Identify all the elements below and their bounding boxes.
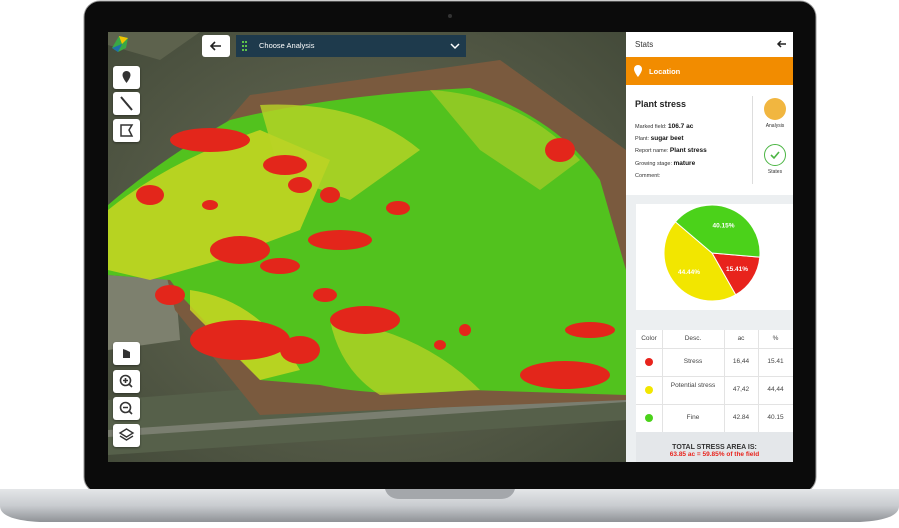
analysis-dropdown[interactable]: Choose Analysis [236,35,466,57]
detail-label: Growing stage: [635,160,672,167]
color-dot [645,386,653,394]
table-header: Color [641,335,657,342]
detail-label: Plant: [635,136,650,143]
table-header: ac [737,335,745,342]
report-title: Plant stress [635,99,687,109]
col-divider [662,330,663,432]
table-cell: 16,44 [732,358,750,365]
row-divider [636,376,793,377]
detail-row: Marked field: 106.7 ac [635,123,693,130]
pie-svg: 15.41% 44.44% 40.15% [663,204,761,302]
map [108,32,626,462]
hand-tool[interactable] [113,342,140,365]
color-dot [645,358,653,366]
detail-row: Growing stage: mature [635,160,695,167]
panel-header: Stats [626,32,793,57]
detail-label: Report name: [635,148,669,155]
zoom-out[interactable] [113,397,140,420]
base-notch [385,489,515,499]
line-tool[interactable] [113,92,140,115]
table-cell: 42.84 [732,414,750,421]
stats-table: Color Desc. ac% Stress 16,44 15.41 Potential s… [636,330,793,432]
location-bar[interactable]: Location [626,57,793,85]
detail-label: Marked field: [635,124,667,130]
table-header: % [772,335,779,342]
pie-slice [674,204,761,258]
pie-label: 44.44% [678,269,700,276]
detail-value: Plant stress [669,147,707,155]
detail-row: Comment: [635,172,660,179]
row-divider [636,404,793,405]
laptop-base [0,489,899,522]
pie-slice [711,252,761,296]
zoom-in[interactable] [113,370,140,393]
table-cell: 40.15 [767,414,784,421]
camera [448,14,452,18]
analysis-icon[interactable] [764,98,786,120]
total-box: TOTAL STRESS AREA IS: 63.85 ac = 59.85% … [636,432,793,462]
total-title: TOTAL STRESS AREA IS: [672,444,757,451]
table-cell: 44,44 [767,386,784,393]
total-text: 63.85 ac = 59.85% of the field [669,451,760,458]
row-divider [636,348,793,349]
detail-row: Report name: Plant stress [635,147,707,154]
pie-label: 15.41% [726,266,748,273]
table-header: Desc. [684,335,702,342]
marker-tool[interactable] [113,66,140,89]
layers-tool[interactable] [113,424,140,447]
detail-label: Comment: [635,172,661,179]
table-cell: Fine [686,414,700,421]
col-divider [724,330,725,432]
action-label: States [767,169,783,175]
table-cell: 47,42 [732,386,750,393]
location-label: Location [649,67,681,76]
detail-value: 106.7 ac [668,123,694,130]
detail-value: sugar beet [650,135,684,143]
col-divider [758,330,759,432]
detail-value: mature [673,159,696,167]
divider [752,96,753,184]
color-dot [645,414,653,422]
table-cell: Potential stress [670,382,716,389]
table-cell: Stress [683,358,703,365]
detail-row: Plant: sugar beet [635,135,683,142]
pie-label: 40.15% [712,223,734,230]
states-icon[interactable] [764,144,786,166]
action-label: Analysis [765,123,785,129]
pie-slice [663,221,737,302]
table-cell: 15.41 [767,358,784,365]
dropdown-label: Choose Analysis [259,41,315,50]
back-button[interactable] [202,35,230,57]
panel-title: Stats [635,40,654,49]
app-logo [110,34,130,54]
polygon-tool[interactable] [113,119,140,142]
